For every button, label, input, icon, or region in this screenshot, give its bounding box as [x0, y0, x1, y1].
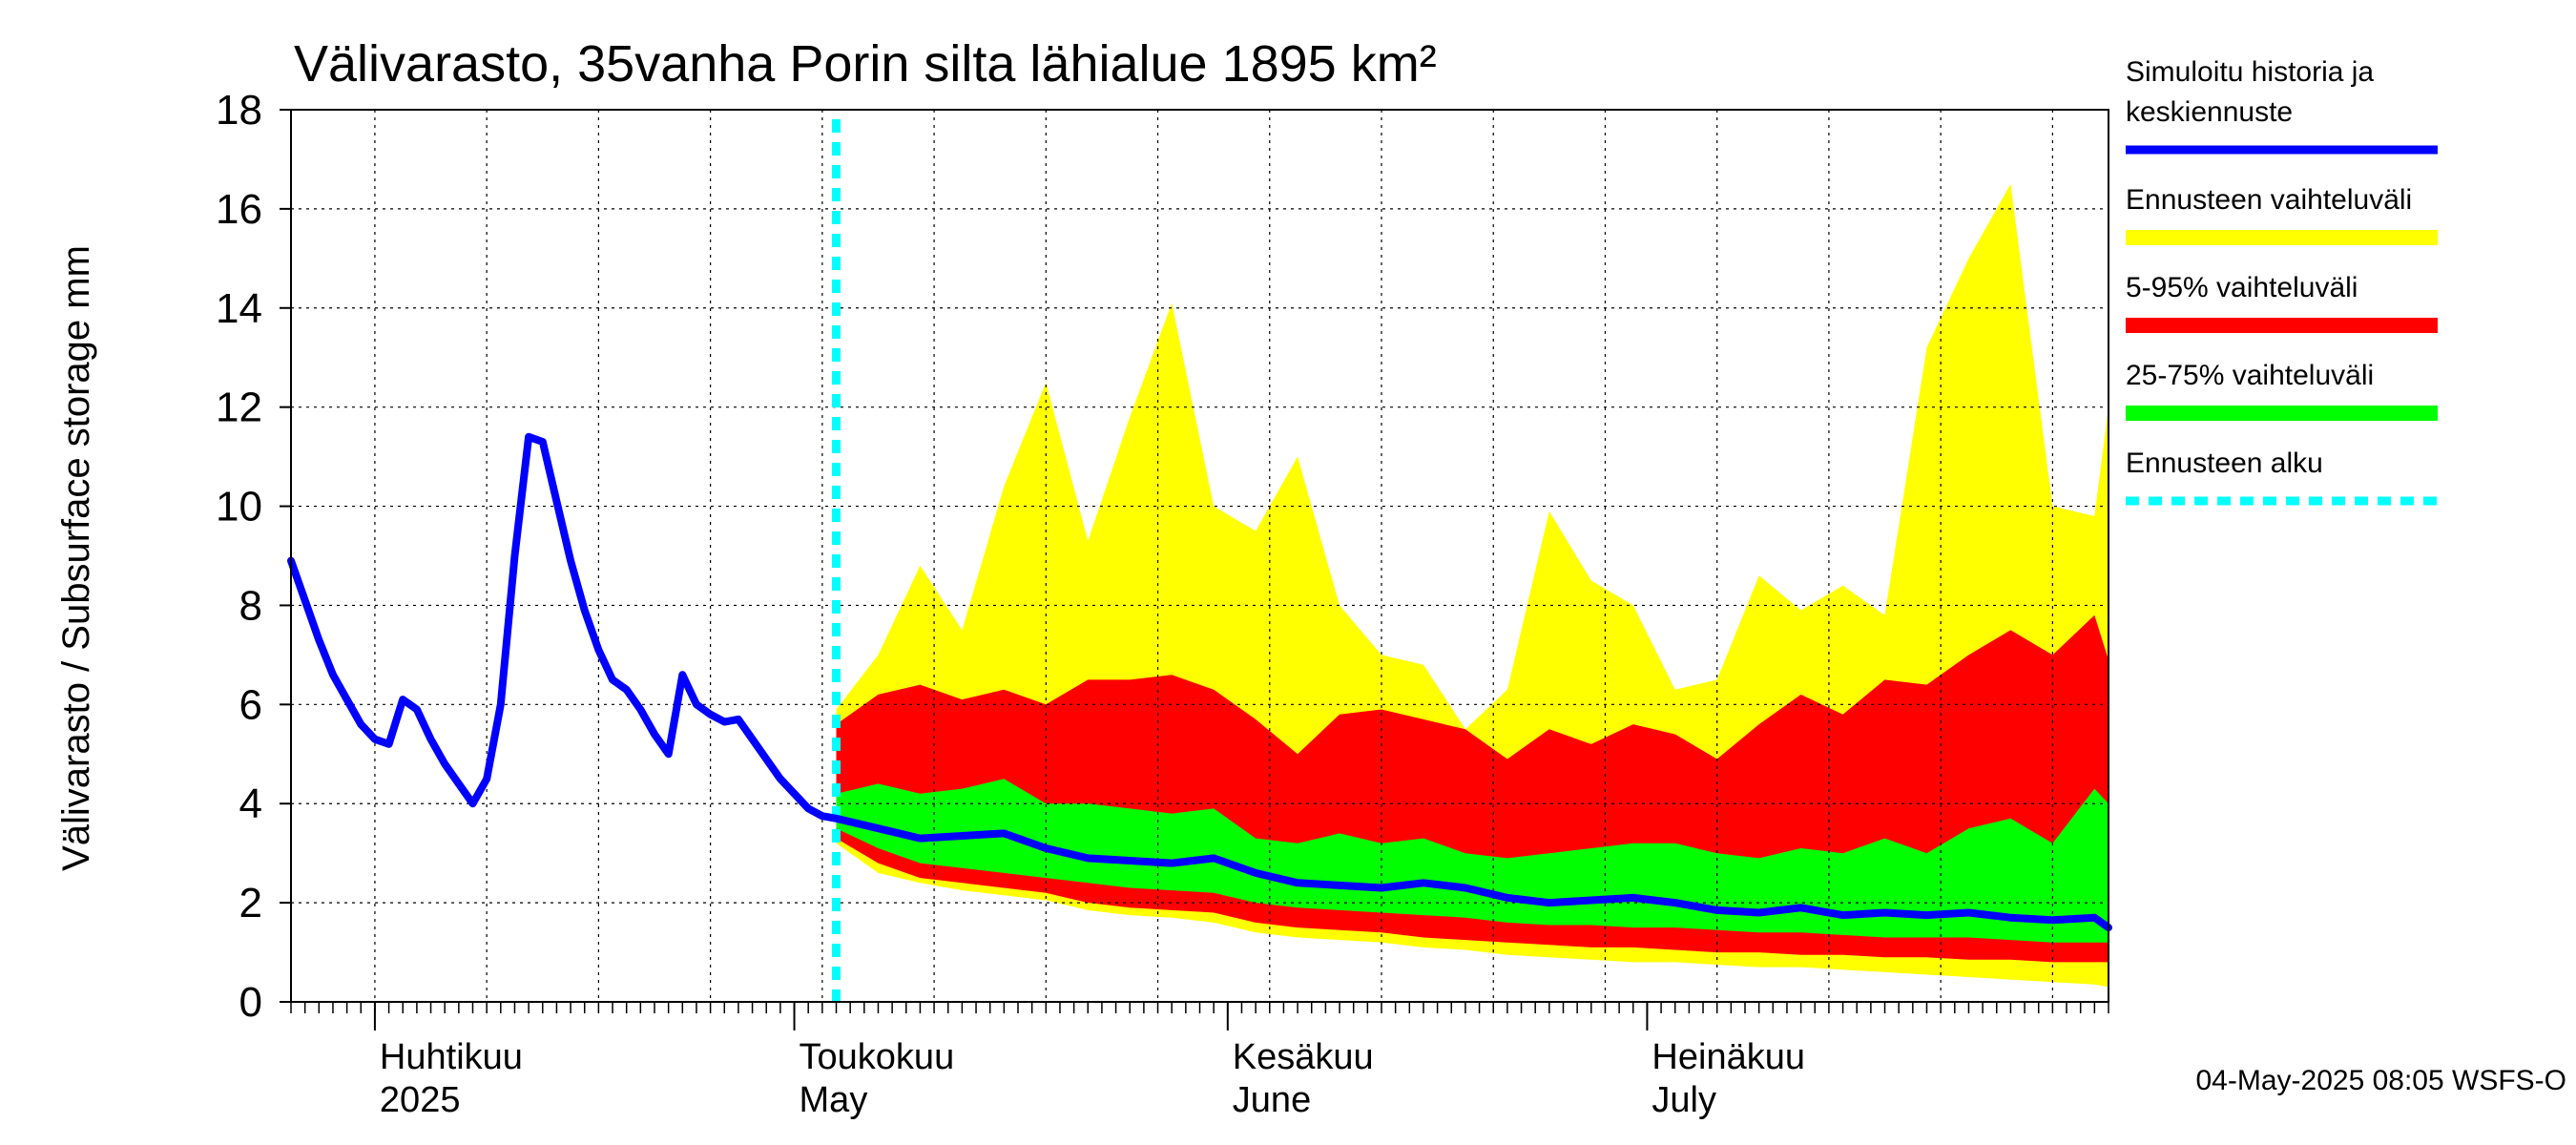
- y-tick-label: 14: [216, 285, 262, 332]
- history-median-line: [287, 432, 2112, 932]
- timestamp-label: 04-May-2025 08:05 WSFS-O: [2196, 1065, 2567, 1096]
- legend-label: 5-95% vaihteluväli: [2126, 272, 2358, 303]
- y-tick-label: 2: [239, 880, 262, 926]
- y-tick-label: 12: [216, 385, 262, 431]
- legend-label: 25-75% vaihteluväli: [2126, 360, 2374, 391]
- chart-title: Välivarasto, 35vanha Porin silta lähialu…: [294, 35, 1437, 93]
- month-label-en: July: [1652, 1080, 1716, 1120]
- y-tick-label: 18: [216, 87, 262, 134]
- band-25-75: [836, 779, 2109, 943]
- legend: Simuloitu historia ja keskiennuste Ennuste…: [2126, 56, 2438, 506]
- y-tick-label: 0: [239, 979, 262, 1026]
- month-label-fi: Huhtikuu: [380, 1037, 523, 1077]
- y-tick-label: 8: [239, 582, 262, 629]
- y-tick-label: 4: [239, 781, 262, 827]
- legend-label: Ennusteen alku: [2126, 448, 2323, 479]
- legend-label: keskiennuste: [2126, 96, 2293, 128]
- grid-lines: [291, 110, 2109, 1002]
- y-tick-label: 10: [216, 484, 262, 531]
- legend-label: Simuloitu historia ja: [2126, 56, 2374, 88]
- month-label-fi: Kesäkuu: [1233, 1037, 1374, 1077]
- month-label-en: May: [800, 1080, 868, 1120]
- month-label-fi: Toukokuu: [800, 1037, 955, 1077]
- forecast-bands: [836, 183, 2109, 988]
- series-lines: [287, 119, 2112, 1002]
- month-label-fi: Heinäkuu: [1652, 1037, 1805, 1077]
- y-tick-label: 16: [216, 186, 262, 233]
- month-label-en: 2025: [380, 1080, 461, 1120]
- month-label-en: June: [1233, 1080, 1311, 1120]
- y-tick-label: 6: [239, 681, 262, 728]
- legend-label: Ennusteen vaihteluväli: [2126, 184, 2412, 216]
- y-axis-label: Välivarasto / Subsurface storage mm: [55, 245, 97, 871]
